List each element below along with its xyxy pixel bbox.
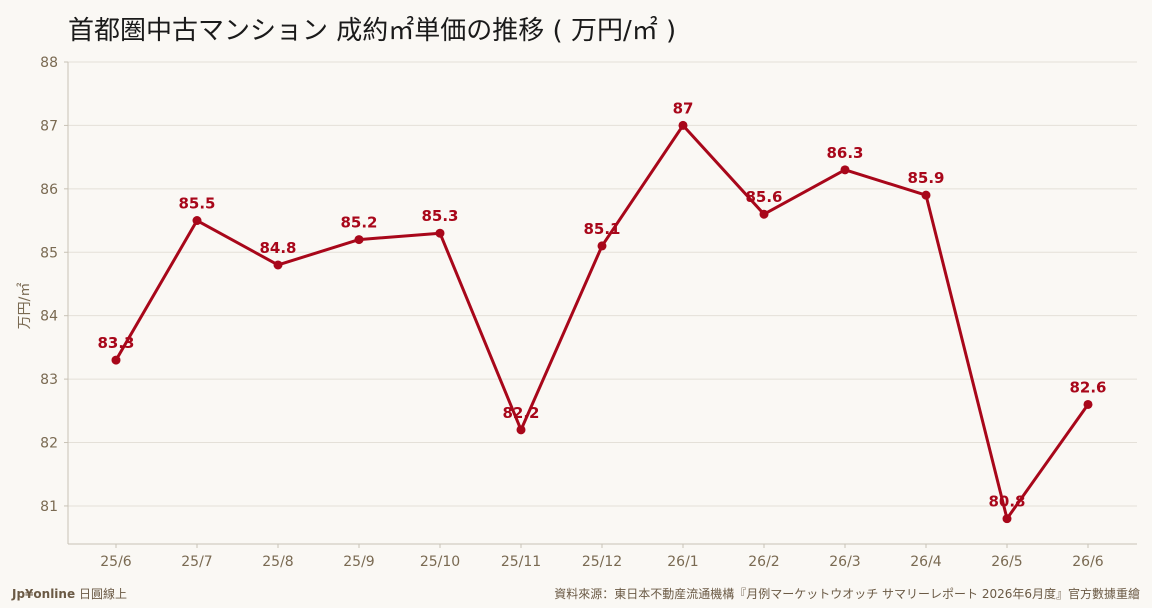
y-tick-label: 87 <box>40 118 58 134</box>
data-label: 83.3 <box>97 334 134 352</box>
data-point <box>192 216 202 226</box>
data-label: 82.2 <box>502 404 539 422</box>
brand-suffix: 日圓線上 <box>78 587 127 601</box>
brand-name: Jp¥online <box>12 587 76 601</box>
x-tick-label: 26/2 <box>748 554 779 570</box>
x-tick-label: 25/7 <box>181 554 212 570</box>
data-point <box>1083 399 1093 409</box>
y-tick-label: 86 <box>40 182 58 198</box>
y-tick-label: 85 <box>40 245 58 261</box>
footer-source: 資料來源：東日本不動産流通機構『月例マーケットウオッチ サマリーレポート 202… <box>554 587 1140 601</box>
data-point <box>759 209 769 219</box>
x-tick-label: 25/11 <box>501 554 541 570</box>
x-tick-label: 25/12 <box>582 554 622 570</box>
data-label: 85.6 <box>745 188 782 206</box>
data-point <box>840 165 850 175</box>
data-label: 85.9 <box>907 169 944 187</box>
data-point <box>1002 514 1012 524</box>
data-point <box>111 355 121 365</box>
y-tick-label: 81 <box>40 499 58 515</box>
data-point <box>354 235 364 245</box>
y-tick-label: 88 <box>40 55 58 71</box>
x-tick-label: 26/6 <box>1072 554 1104 570</box>
data-label: 85.3 <box>421 207 458 225</box>
data-point <box>273 260 283 270</box>
y-tick-label: 82 <box>40 436 58 452</box>
series-layer <box>111 120 1093 524</box>
y-axis-label: 万円/㎡ <box>17 283 33 330</box>
data-label: 84.8 <box>259 239 296 257</box>
x-tick-label: 26/4 <box>910 554 942 570</box>
y-tick-label: 84 <box>40 309 58 325</box>
data-label: 85.2 <box>340 214 377 232</box>
x-tick-label: 26/5 <box>991 554 1022 570</box>
x-tick-label: 25/9 <box>343 554 374 570</box>
axis-layer: 81 82 83 84 85 86 87 88 25/6 25/7 25/8 25/9 25/10 25/… <box>40 55 1137 570</box>
chart-title: 首都圏中古マンション 成約㎡単価の推移 ( 万円/㎡ ) <box>68 16 677 46</box>
data-label: 85.1 <box>583 220 620 238</box>
x-tick-label: 25/8 <box>262 554 293 570</box>
data-label: 85.5 <box>178 195 215 213</box>
data-point <box>435 228 445 238</box>
data-point <box>597 241 607 251</box>
grid-layer <box>68 61 1137 507</box>
data-label: 87 <box>673 99 694 117</box>
data-point <box>516 425 526 435</box>
x-tick-label: 26/1 <box>667 554 698 570</box>
y-tick-label: 83 <box>40 372 58 388</box>
x-tick-label: 26/3 <box>829 554 860 570</box>
data-label: 86.3 <box>826 144 863 162</box>
x-tick-label: 25/6 <box>100 554 132 570</box>
data-point <box>921 190 931 200</box>
footer-brand: Jp¥online 日圓線上 <box>12 585 127 602</box>
data-point <box>678 120 688 130</box>
data-label-layer: 83.3 85.5 84.8 85.2 85.3 82.2 85.1 87 85.6 86.3 85… <box>97 99 1106 510</box>
data-label: 80.8 <box>988 493 1025 511</box>
data-label: 82.6 <box>1069 378 1106 396</box>
x-tick-label: 25/10 <box>420 554 460 570</box>
